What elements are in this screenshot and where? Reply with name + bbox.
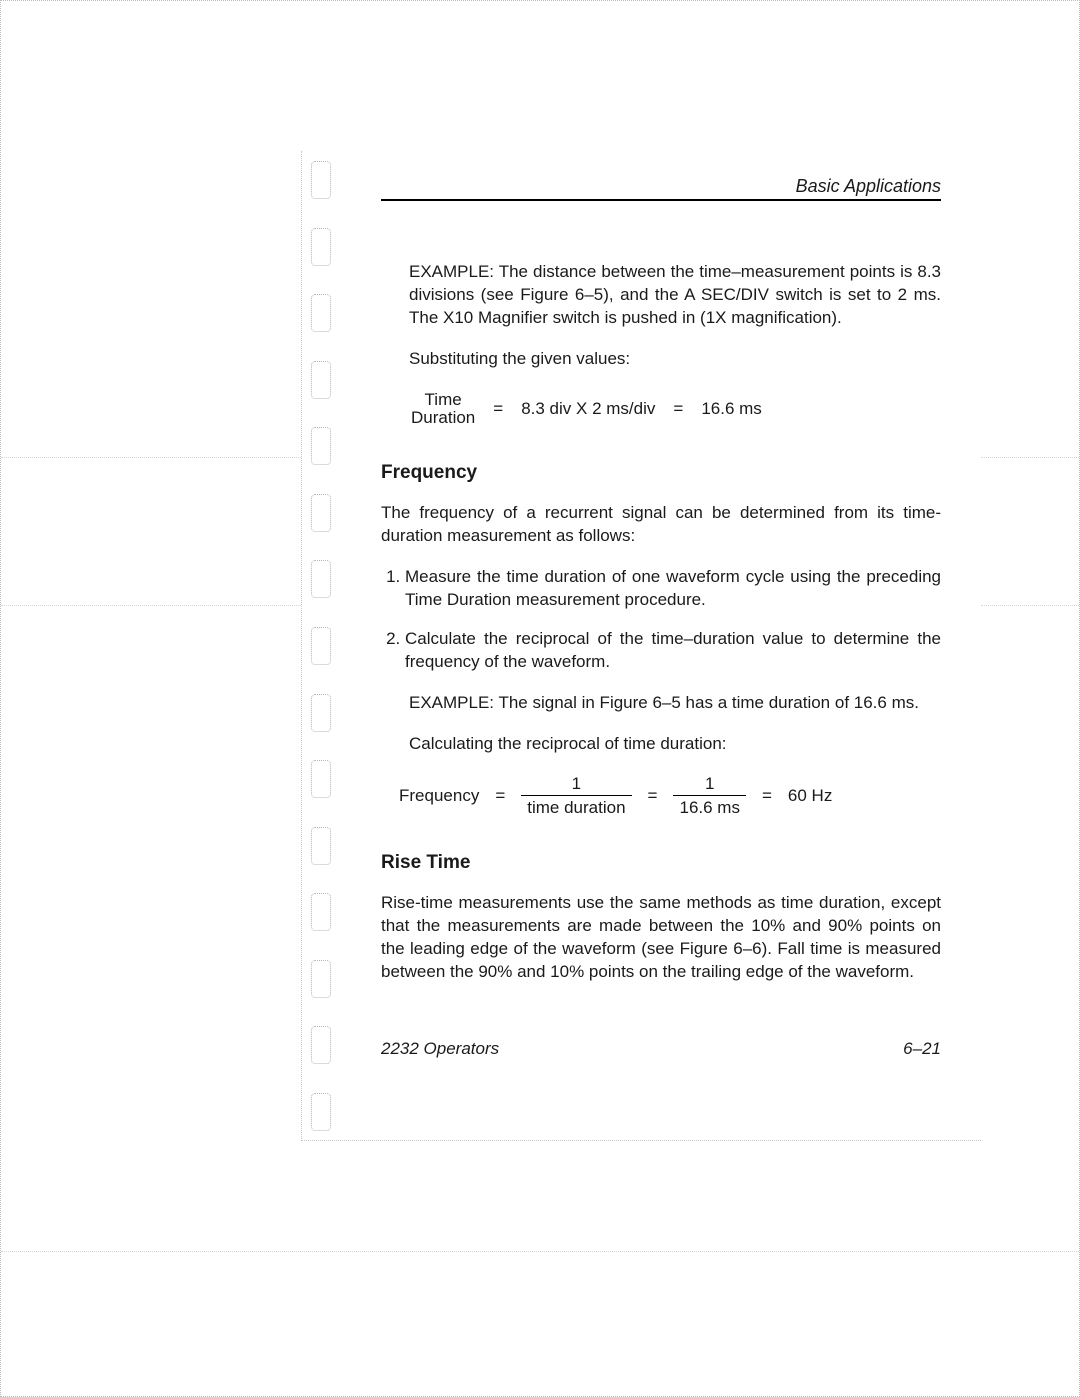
equals-sign: = bbox=[648, 786, 658, 806]
equals-sign: = bbox=[673, 399, 683, 419]
binder-ring-icon bbox=[311, 760, 331, 798]
binder-ring-icon bbox=[311, 294, 331, 332]
time-duration-equation: Time Duration = 8.3 div X 2 ms/div = 16.… bbox=[411, 391, 941, 428]
example-paragraph: EXAMPLE: The signal in Figure 6–5 has a … bbox=[409, 692, 941, 715]
frequency-label: Frequency bbox=[399, 786, 479, 806]
binder-ring-icon bbox=[311, 494, 331, 532]
scan-artifact bbox=[981, 605, 1080, 606]
frequency-result: 60 Hz bbox=[788, 786, 832, 806]
example-paragraph: EXAMPLE: The distance between the time–m… bbox=[409, 261, 941, 330]
footer-left: 2232 Operators bbox=[381, 1039, 499, 1059]
calc-label: Calculating the reciprocal of time durat… bbox=[409, 733, 941, 756]
page-content: Basic Applications EXAMPLE: The distance… bbox=[381, 176, 941, 1059]
frequency-heading: Frequency bbox=[381, 462, 941, 484]
substituting-label: Substituting the given values: bbox=[409, 348, 941, 371]
footer-right: 6–21 bbox=[903, 1039, 941, 1059]
binder-ring-icon bbox=[311, 427, 331, 465]
steps-list: Measure the time duration of one wavefor… bbox=[381, 566, 941, 674]
fraction-numerator: 1 bbox=[699, 774, 720, 794]
fraction-denominator: time duration bbox=[521, 798, 631, 818]
binder-ring-icon bbox=[311, 827, 331, 865]
binder-ring-icon bbox=[311, 228, 331, 266]
page-footer: 2232 Operators 6–21 bbox=[381, 1039, 941, 1059]
fraction-denominator: 16.6 ms bbox=[673, 798, 745, 818]
binder-ring-icon bbox=[311, 1093, 331, 1131]
step-item: Calculate the reciprocal of the time–dur… bbox=[405, 628, 941, 674]
binder-ring-icon bbox=[311, 161, 331, 199]
fraction: 1 16.6 ms bbox=[673, 774, 745, 818]
ring-binder bbox=[311, 161, 341, 1131]
fraction: 1 time duration bbox=[521, 774, 631, 818]
binder-ring-icon bbox=[311, 694, 331, 732]
scan-artifact bbox=[1, 605, 301, 606]
fraction-bar bbox=[673, 795, 745, 796]
binder-ring-icon bbox=[311, 627, 331, 665]
frequency-equation: Frequency = 1 time duration = 1 16.6 ms … bbox=[399, 774, 941, 818]
equation-expression: 8.3 div X 2 ms/div bbox=[521, 399, 655, 419]
rise-time-paragraph: Rise-time measurements use the same meth… bbox=[381, 892, 941, 984]
binder-ring-icon bbox=[311, 361, 331, 399]
scan-artifact bbox=[1, 1251, 1080, 1252]
binder-ring-icon bbox=[311, 893, 331, 931]
label-duration: Duration bbox=[411, 409, 475, 428]
equals-sign: = bbox=[493, 399, 503, 419]
scan-artifact bbox=[981, 457, 1080, 458]
frequency-intro: The frequency of a recurrent signal can … bbox=[381, 502, 941, 548]
equation-result: 16.6 ms bbox=[701, 399, 761, 419]
scanned-page: Basic Applications EXAMPLE: The distance… bbox=[0, 0, 1080, 1397]
fraction-bar bbox=[521, 795, 631, 796]
equals-sign: = bbox=[495, 786, 505, 806]
scan-artifact bbox=[1, 457, 301, 458]
rise-time-heading: Rise Time bbox=[381, 852, 941, 874]
binder-ring-icon bbox=[311, 560, 331, 598]
running-header: Basic Applications bbox=[381, 176, 941, 201]
label-time: Time bbox=[425, 391, 462, 410]
binder-ring-icon bbox=[311, 1026, 331, 1064]
time-duration-label: Time Duration bbox=[411, 391, 475, 428]
equals-sign: = bbox=[762, 786, 772, 806]
binder-ring-icon bbox=[311, 960, 331, 998]
fraction-numerator: 1 bbox=[566, 774, 587, 794]
step-item: Measure the time duration of one wavefor… bbox=[405, 566, 941, 612]
